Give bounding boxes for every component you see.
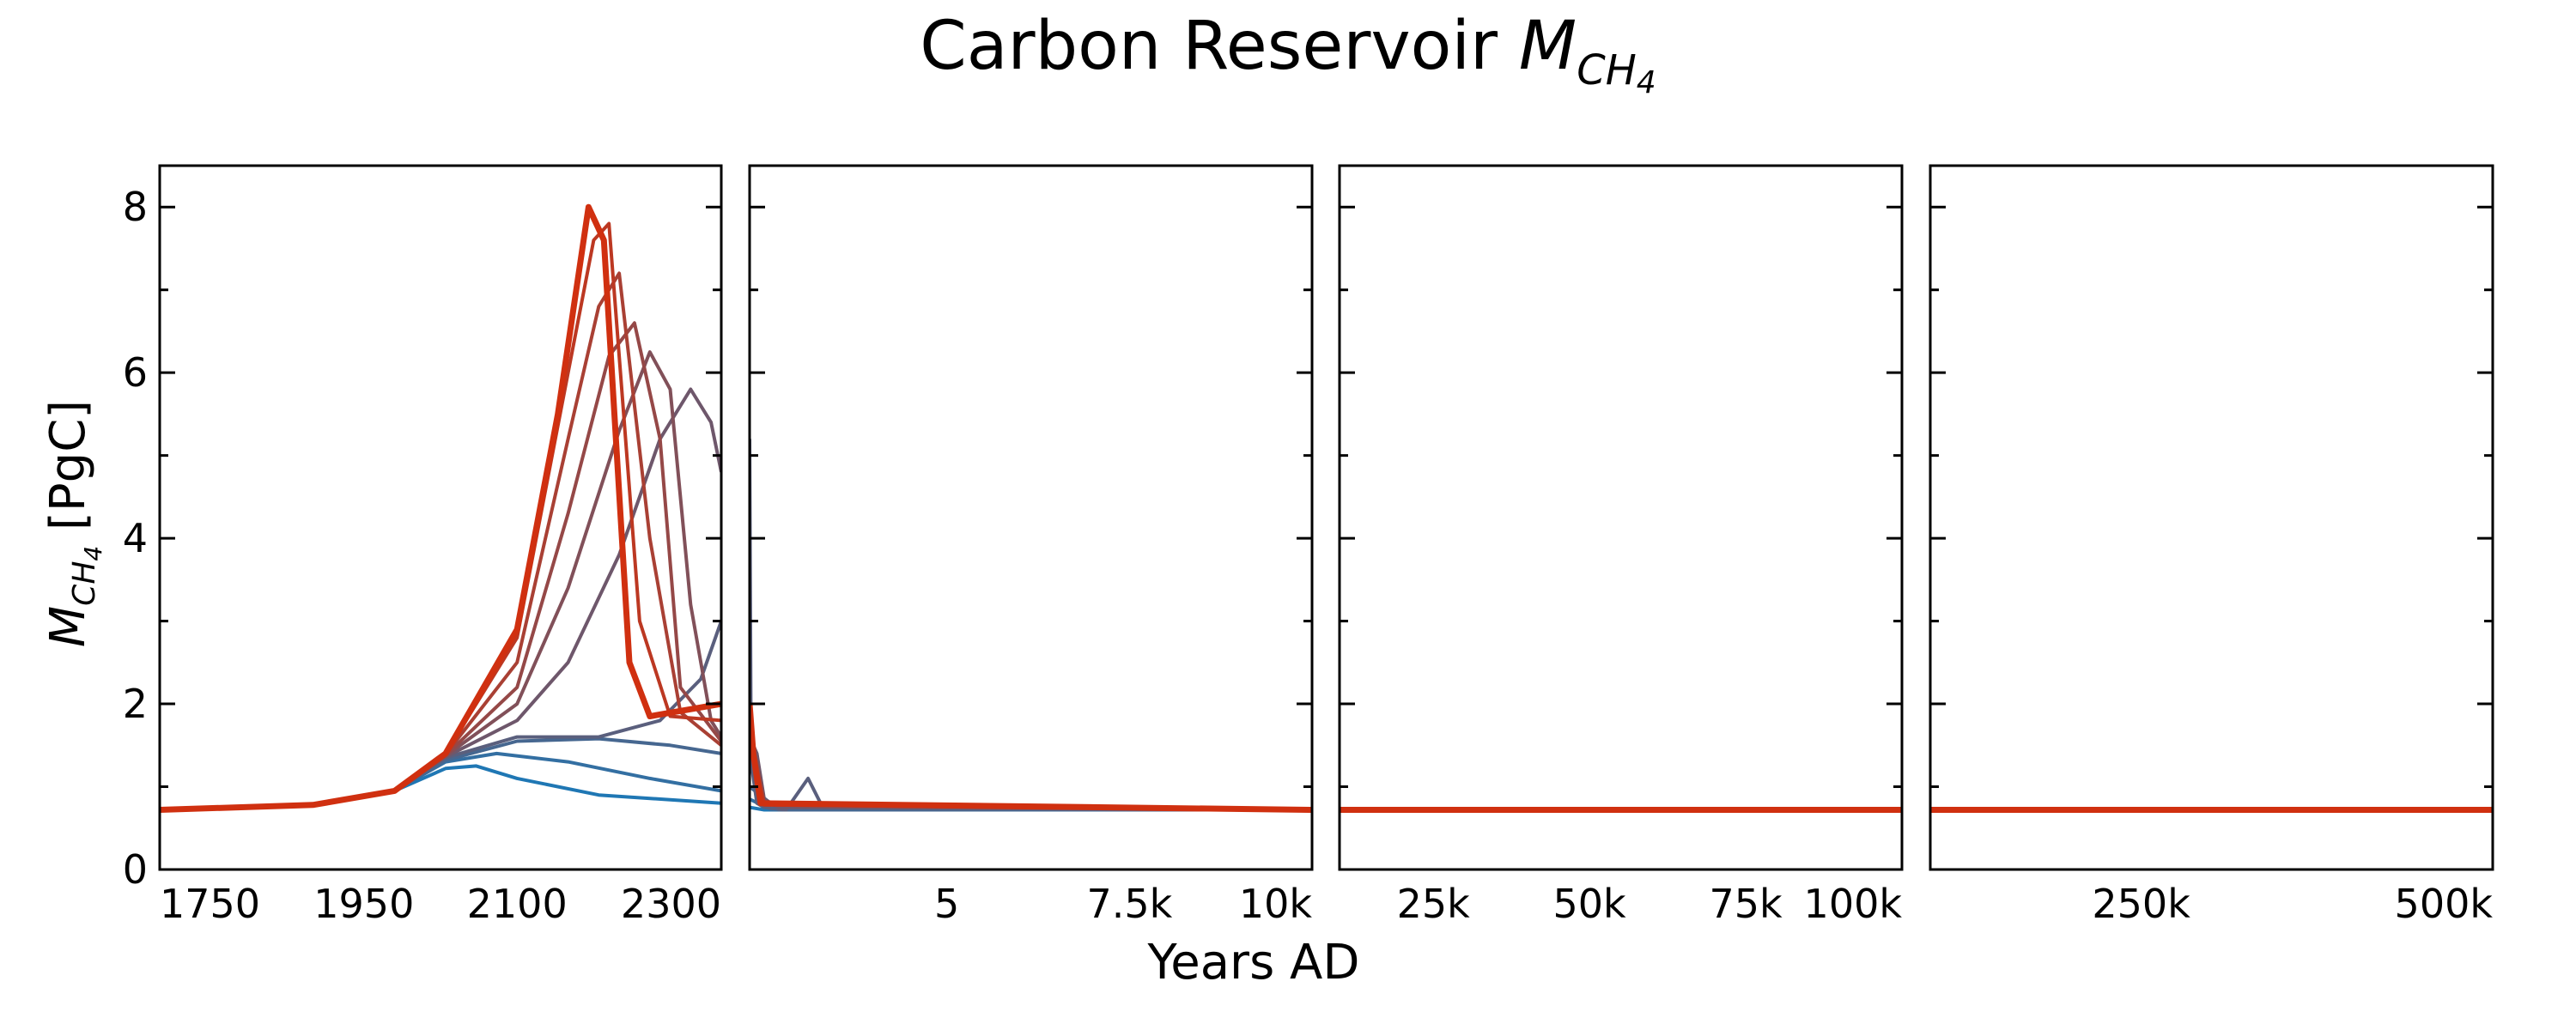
panel-frame [748, 164, 1314, 871]
y-axis-label: MCH4 [PgC] [40, 400, 107, 647]
series-line [750, 703, 1312, 813]
chart-title: Carbon Reservoir MCH4 [920, 8, 1656, 100]
panel-frame [158, 164, 723, 871]
series-line [160, 221, 721, 812]
series-line [750, 720, 1312, 812]
series-line [750, 744, 1312, 812]
panel-1-lines [160, 203, 721, 813]
series-line [750, 736, 1312, 812]
x-tick-label: 100k [1804, 881, 1903, 927]
panel-2-lines [750, 439, 1312, 813]
series-line [160, 203, 721, 813]
y-tick-label: 0 [123, 846, 148, 893]
x-tick-label: 5 [934, 881, 959, 927]
series-line [160, 271, 721, 812]
panel-frame [1929, 164, 2494, 871]
panel-1: 0 2 4 6 8 1750 1950 2100 2300 [123, 164, 723, 927]
series-line [160, 620, 721, 812]
y-tick-label: 8 [123, 184, 148, 230]
x-axis-label: Years AD [1147, 935, 1360, 991]
x-tick-label: 10k [1239, 881, 1313, 927]
panel-frame [1338, 164, 1904, 871]
y-tick-label: 6 [123, 349, 148, 396]
panel-3: 25k 50k 75k 100k [1338, 164, 1904, 927]
x-tick-label: 2300 [621, 881, 721, 927]
y-tick-label: 2 [123, 681, 148, 727]
x-tick-label: 75k [1709, 881, 1783, 927]
x-tick-label: 25k [1397, 881, 1471, 927]
x-tick-label: 1750 [160, 881, 260, 927]
x-tick-label: 1950 [313, 881, 414, 927]
x-tick-label: 2100 [467, 881, 568, 927]
plot-area: 0 2 4 6 8 1750 1950 2100 2300 5 7.5k 10k 25k 50k 75k 10… [123, 164, 2494, 927]
series-line [750, 740, 1312, 812]
x-tick-label: 7.5k [1086, 881, 1172, 927]
series-line [750, 439, 1312, 812]
series-line [160, 764, 721, 812]
x-tick-label: 250k [2092, 881, 2190, 927]
x-tick-label: 500k [2395, 881, 2494, 927]
panel-4: 250k 500k [1929, 164, 2494, 927]
x-tick-label: 50k [1553, 881, 1627, 927]
y-tick-label: 4 [123, 515, 148, 561]
series-line [750, 744, 1312, 812]
panel-2: 5 7.5k 10k [748, 164, 1314, 927]
